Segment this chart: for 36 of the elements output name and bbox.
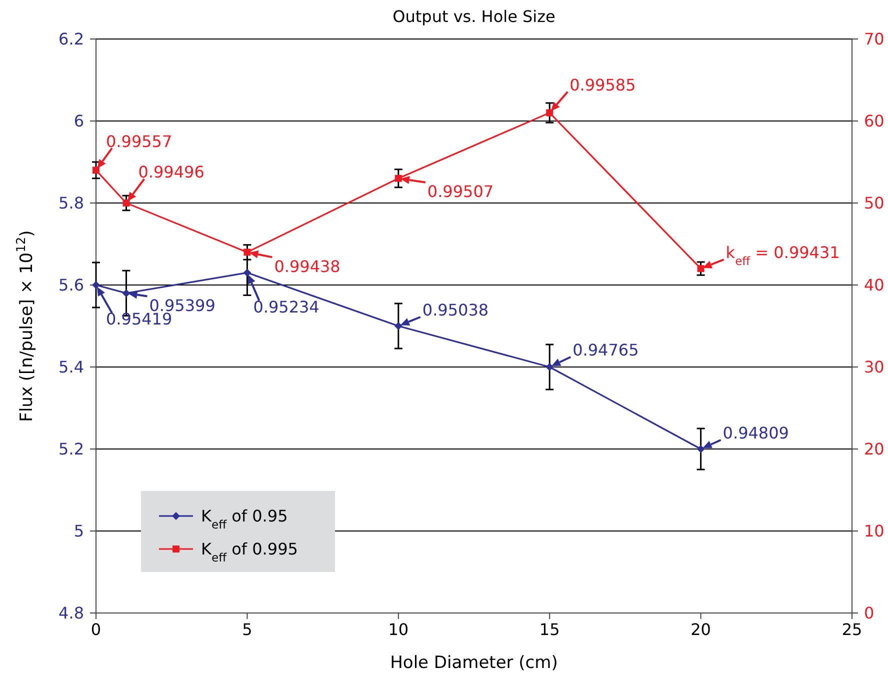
annotation: 0.99496: [138, 162, 204, 182]
y2-tick-label: 60: [864, 112, 884, 131]
y-tick-label: 6: [74, 112, 84, 131]
x-tick-label: 5: [242, 620, 252, 639]
annotation: 0.94765: [572, 340, 639, 360]
y2-tick-label: 20: [864, 440, 884, 459]
x-axis-title: Hole Diameter (cm): [390, 653, 558, 673]
x-tick-label: 25: [842, 620, 862, 639]
y-tick-label: 5.2: [58, 440, 84, 459]
annotation: 0.99585: [570, 75, 636, 94]
y2-tick-label: 50: [864, 194, 884, 213]
annotation: 0.95038: [422, 300, 489, 320]
y-tick-label: 5.4: [58, 358, 84, 377]
annotation: 0.95234: [253, 297, 320, 316]
legend-label: K$_{eff}$ of 0.995: [201, 540, 298, 565]
x-tick-label: 10: [388, 620, 409, 639]
y2-tick-label: 10: [864, 522, 884, 541]
legend-label: K$_{eff}$ of 0.95: [201, 506, 288, 532]
x-tick-label: 0: [90, 620, 102, 639]
y-tick-label: 5.8: [58, 194, 84, 213]
y-tick-label: 5.6: [58, 276, 84, 295]
annotation: 0.99507: [427, 182, 494, 201]
x-tick-label: 15: [539, 620, 560, 639]
y-tick-label: 5: [74, 522, 84, 541]
y-tick-label: 4.8: [58, 604, 84, 623]
y2-tick-label: 70: [864, 30, 884, 49]
y-tick-label: 6.2: [58, 30, 84, 49]
annotation: k$_{eff}$ = 0.99431: [726, 243, 840, 268]
y2-tick-label: 30: [864, 358, 884, 377]
chart-title: Output vs. Hole Size: [392, 7, 556, 26]
y2-tick-label: 40: [864, 276, 884, 295]
annotation: 0.99438: [274, 256, 340, 276]
y2-tick-label: 0: [864, 604, 874, 623]
x-tick-label: 20: [690, 620, 711, 639]
annotation: 0.99557: [106, 132, 172, 151]
annotation: 0.94809: [722, 424, 789, 443]
